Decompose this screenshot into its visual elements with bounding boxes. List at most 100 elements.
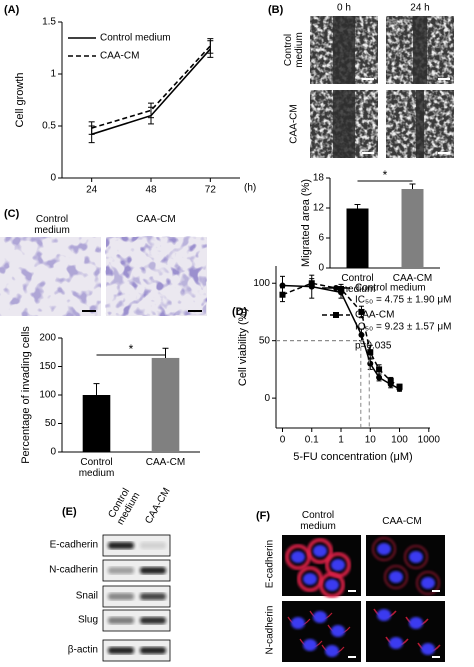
blot-band <box>108 647 134 654</box>
blot-strip <box>102 585 171 608</box>
x-tick-label: 1000 <box>418 435 441 446</box>
panel-label: (C) <box>4 208 20 220</box>
point <box>376 374 383 381</box>
y-tick-label: 200 <box>39 333 56 344</box>
scratch-gap <box>416 90 424 158</box>
row-label: Control medium <box>283 32 305 68</box>
point <box>358 308 365 315</box>
nucleus <box>313 545 327 557</box>
micrograph-stain <box>105 236 206 315</box>
x-tick-label: 100 <box>391 435 408 446</box>
point <box>358 331 365 338</box>
blot-band <box>140 542 166 549</box>
membrane-stain <box>307 538 333 564</box>
y-tick-label: 50 <box>45 418 57 429</box>
x-tick-label: 0 <box>280 435 286 446</box>
nucleus <box>389 571 403 583</box>
series-line <box>282 282 400 388</box>
ic50-guide <box>276 340 362 428</box>
ic50-guide <box>276 340 370 428</box>
significance-label: * <box>129 342 134 356</box>
row-label: E-cadherin <box>264 539 276 589</box>
x-tick-label: 1 <box>338 435 344 446</box>
y-axis-label: Cell growth <box>14 72 26 127</box>
blot-strip <box>102 534 171 557</box>
membrane-stain <box>319 572 345 598</box>
nucleus <box>377 609 391 621</box>
x-tick-label: 72 <box>205 185 217 196</box>
row-label: E-cadherin <box>50 540 98 551</box>
row-label: Slug <box>78 615 98 626</box>
point <box>387 377 394 384</box>
nucleus <box>325 645 339 657</box>
y-tick-label: 1.5 <box>42 17 56 28</box>
x-tick-label: CAA-CM <box>145 457 186 468</box>
legend-marker <box>333 312 339 318</box>
row-label: β-actin <box>68 645 98 656</box>
blot-band <box>140 567 166 574</box>
x-axis-label: 5-FU concentration (μM) <box>293 451 412 463</box>
y-tick-label: 0 <box>318 263 324 274</box>
point <box>376 366 383 373</box>
y-axis-label: Cell viability (%) <box>237 308 249 386</box>
legend-label: Control medium <box>355 283 426 294</box>
column-label: CAA-CM <box>382 516 422 527</box>
blot-strip <box>102 639 171 662</box>
x-tick-label: Control medium <box>78 457 115 479</box>
panel-label: (E) <box>62 506 77 518</box>
nucleus <box>331 625 345 637</box>
point <box>279 282 286 289</box>
y-tick-label: 18 <box>313 173 325 184</box>
nucleus <box>421 643 435 655</box>
column-label: 24 h <box>410 3 429 14</box>
significance-label: * <box>383 168 388 182</box>
nucleus <box>303 639 317 651</box>
point <box>396 383 403 390</box>
blot-band <box>108 593 134 600</box>
scratch-gap <box>333 90 355 158</box>
x-axis-label: (h) <box>244 183 256 194</box>
x-tick-label: 0.1 <box>305 435 319 446</box>
nucleus <box>377 543 391 555</box>
panel-label: (B) <box>268 4 284 16</box>
panel-label: (D) <box>232 306 248 318</box>
nucleus <box>389 637 403 649</box>
x-tick-label: 10 <box>365 435 377 446</box>
row-label: Snail <box>76 591 98 602</box>
blot-band <box>108 567 134 574</box>
nucleus <box>325 579 339 591</box>
membrane-stain <box>416 571 440 595</box>
y-tick-label: 0 <box>264 393 270 404</box>
nucleus <box>291 551 305 563</box>
series-line <box>91 45 211 129</box>
column-label: Control medium <box>300 510 336 532</box>
y-axis-label: Percentage of invading cells <box>20 326 32 464</box>
point <box>367 349 374 356</box>
blot-band <box>108 542 134 549</box>
legend-label: Control medium <box>100 33 171 44</box>
bar <box>82 395 111 452</box>
y-tick-label: 100 <box>39 390 56 401</box>
nucleus <box>291 617 305 629</box>
y-axis-label: Migrated area (%) <box>300 179 312 267</box>
nucleus <box>331 559 345 571</box>
y-tick-label: 0 <box>50 173 56 184</box>
nucleus <box>313 611 327 623</box>
y-tick-label: 0.5 <box>42 121 56 132</box>
membrane-stain <box>384 565 408 589</box>
nucleus <box>409 617 423 629</box>
y-tick-label: 1 <box>50 69 56 80</box>
legend-ic50: IC₅₀ = 4.75 ± 1.90 μM <box>355 295 451 306</box>
blot-strip <box>102 559 171 582</box>
scratch-gap <box>333 16 355 84</box>
nucleus <box>421 577 435 589</box>
column-label: Control medium <box>34 214 70 236</box>
nucleus <box>303 573 317 585</box>
nucleus <box>409 551 423 563</box>
panel-label: (F) <box>256 510 270 522</box>
y-tick-label: 150 <box>39 361 56 372</box>
membrane-stain <box>372 537 396 561</box>
blot-band <box>140 593 166 600</box>
